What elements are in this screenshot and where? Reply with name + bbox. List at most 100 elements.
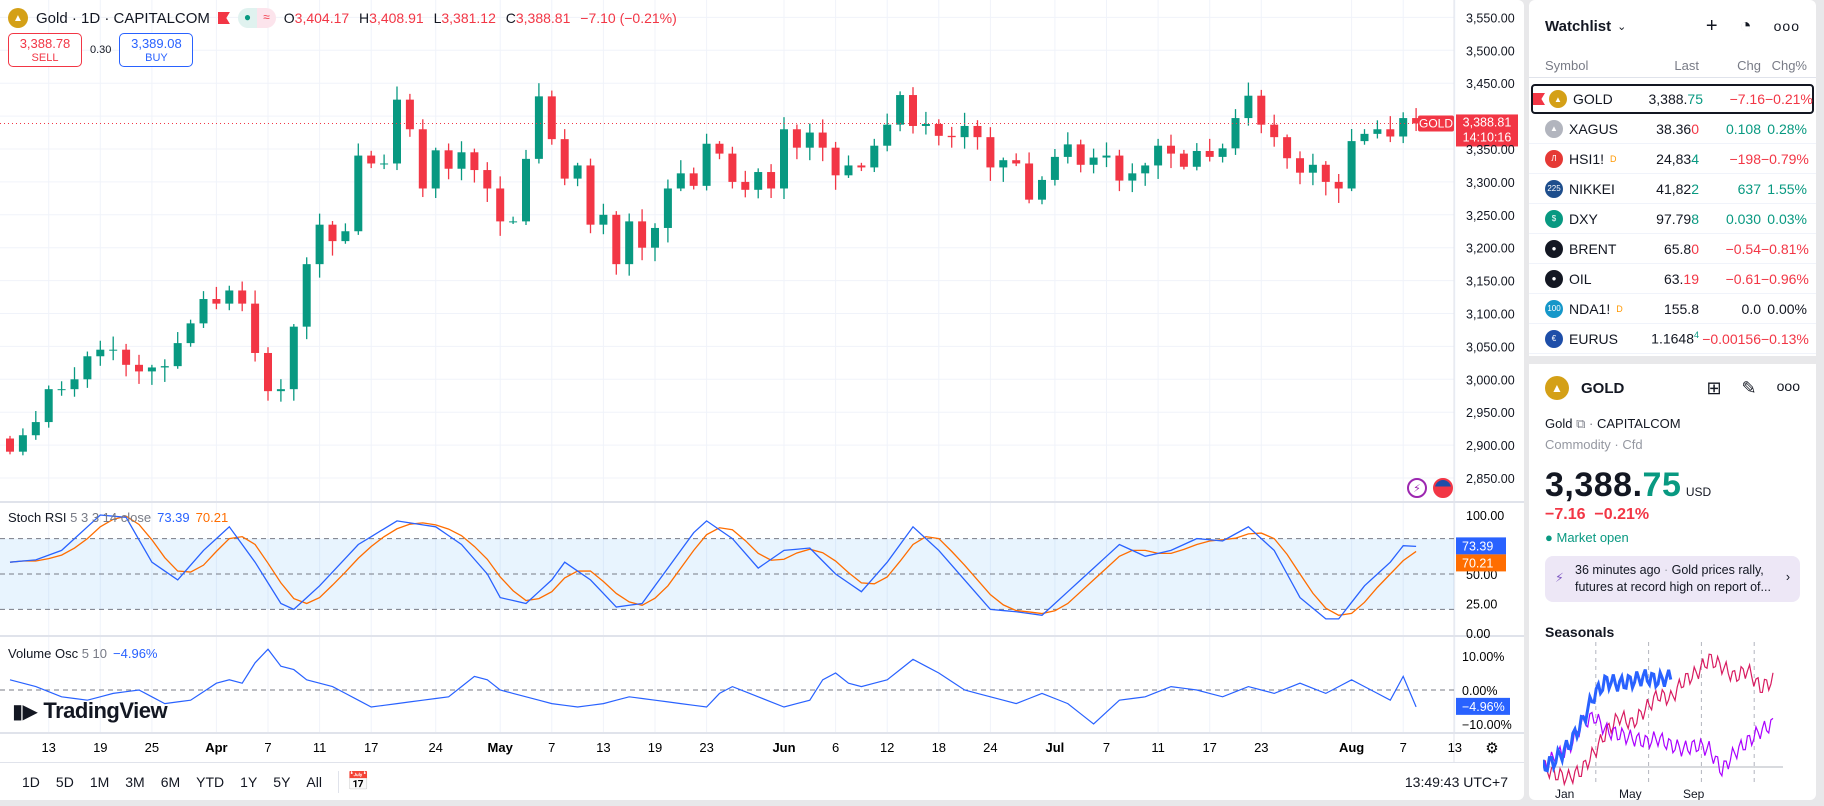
candle-body (780, 129, 788, 189)
candle-body (1257, 95, 1266, 125)
candle-body (960, 125, 969, 138)
candle-body (147, 367, 156, 372)
watchlist-title[interactable]: Watchlist (1545, 17, 1612, 35)
delayed-icon: ≈ (257, 8, 276, 28)
candle (1244, 82, 1253, 126)
candle (1308, 153, 1317, 186)
grid-icon[interactable]: ⊞ (1706, 377, 1722, 398)
time-tick: 24 (983, 740, 997, 755)
sell-button[interactable]: 3,388.78 SELL (8, 33, 82, 67)
candle-body (393, 99, 401, 164)
candle-body (31, 422, 40, 436)
price-tick: 3,550.00 (1466, 11, 1515, 25)
news-headline[interactable]: ⚡ 36 minutes ago · Gold prices rally, fu… (1545, 556, 1800, 602)
range-3m[interactable]: 3M (125, 773, 145, 790)
candle (470, 148, 479, 183)
range-1y[interactable]: 1Y (240, 773, 258, 790)
candle (122, 343, 131, 377)
flag-icon[interactable] (1533, 93, 1545, 105)
lightning-news-icon[interactable]: ⚡ (1407, 478, 1427, 498)
candle-body (1412, 118, 1421, 124)
watchlist-row-nda1[interactable]: 100 NDA1! D 155.8 0.0 0.00% (1529, 294, 1816, 324)
detail-name-line: Gold ⧉ · CAPITALCOM (1545, 416, 1681, 431)
watchlist-row-dxy[interactable]: $ DXY 97.798 0.030 0.03% (1529, 204, 1816, 234)
us-flag-event-icon[interactable] (1433, 478, 1453, 498)
watchlist-columns: Symbol Last Chg Chg% (1529, 54, 1816, 78)
symbol-icon: ▲ (1549, 90, 1567, 108)
more-icon[interactable]: ooo (1773, 18, 1800, 34)
more-icon[interactable]: ooo (1776, 377, 1800, 394)
market-status-pill[interactable]: ● ≈ (237, 8, 276, 28)
symbol-icon: 225 (1545, 179, 1563, 198)
candle-body (1360, 133, 1369, 142)
candle (780, 117, 788, 200)
range-all[interactable]: All (306, 773, 322, 790)
row-last: 3,388.75 (1648, 91, 1703, 107)
tv-logo-icon: ▮▶ (12, 700, 38, 723)
chevron-down-icon[interactable]: ⌄ (1617, 20, 1627, 33)
candle (457, 141, 466, 181)
row-chg-pct: 0.00% (1767, 300, 1807, 317)
edit-icon[interactable]: ✎ (1741, 377, 1757, 398)
watchlist-row-xagus[interactable]: ▲ XAGUS 38.360 0.108 0.28% (1529, 114, 1816, 144)
price-tick: 3,250.00 (1466, 209, 1515, 223)
candle-body (702, 143, 711, 186)
col-chg-pct[interactable]: Chg% (1771, 58, 1807, 73)
seasonals-title[interactable]: Seasonals (1545, 624, 1615, 640)
stoch-k-line (9, 514, 1417, 620)
chevron-right-icon: › (1785, 570, 1790, 584)
watchlist-row-brent[interactable]: ● BRENT 65.80 −0.54 −0.81% (1529, 234, 1816, 264)
candle-body (509, 221, 518, 223)
candle-body (625, 221, 634, 265)
watchlist-row-gold[interactable]: ▲ GOLD 3,388.75 −7.16 −0.21% (1531, 84, 1814, 114)
range-5d[interactable]: 5D (55, 773, 74, 790)
candle-body (160, 366, 169, 368)
row-chg: 637 (1737, 180, 1761, 197)
range-6m[interactable]: 6M (160, 773, 181, 790)
stoch-rsi-legend[interactable]: Stoch RSI 5 3 3 14 close 73.39 70.21 (8, 510, 229, 525)
symbol-title[interactable]: Gold · 1D · CAPITALCOM (36, 9, 210, 27)
chart-area[interactable]: GOLD 3,388.81 14:10:16 3,550.00 3,500.00 3,45… (0, 0, 1524, 800)
flag-icon[interactable] (217, 12, 230, 24)
watchlist-row-hsi1[interactable]: Л HSI1! D 24,834 −198 −0.79% (1529, 144, 1816, 174)
external-link-icon[interactable]: ⧉ (1576, 416, 1586, 431)
candle-body (1012, 160, 1021, 164)
volume-osc-legend[interactable]: Volume Osc 5 10 −4.96% (8, 646, 158, 661)
price-tick: 3,350.00 (1466, 143, 1515, 157)
candle-body (612, 214, 621, 265)
detail-name[interactable]: Gold (1545, 416, 1573, 431)
clock[interactable]: 13:49:43 UTC+7 (1404, 774, 1508, 790)
range-ytd[interactable]: YTD (196, 773, 225, 790)
seasonals-chart[interactable]: Jan May Sep (1543, 642, 1803, 800)
time-tick: 23 (699, 740, 713, 755)
candle (160, 359, 169, 382)
candle-body (638, 221, 647, 248)
col-last[interactable]: Last (1674, 58, 1699, 73)
watchlist-row-oil[interactable]: ● OIL 63.19 −0.61 −0.96% (1529, 264, 1816, 294)
candle-body (986, 137, 995, 168)
range-1m[interactable]: 1M (89, 773, 110, 790)
seasonal-x-label: May (1619, 787, 1642, 800)
col-chg[interactable]: Chg (1737, 58, 1761, 73)
candle (1218, 143, 1227, 163)
candle (1063, 132, 1072, 164)
candle (83, 351, 92, 388)
candle-body (599, 214, 608, 225)
range-1d[interactable]: 1D (22, 773, 40, 790)
pie-chart-icon[interactable]: ◔ (1739, 14, 1752, 37)
col-symbol[interactable]: Symbol (1545, 58, 1589, 73)
tradingview-logo[interactable]: ▮▶ TradingView (12, 698, 168, 723)
watchlist-row-nikkei[interactable]: 225 NIKKEI 41,822 637 1.55% (1529, 174, 1816, 204)
detail-symbol: GOLD (1581, 379, 1625, 397)
go-to-date-icon[interactable]: 📅 (346, 771, 370, 791)
detail-exchange[interactable]: CAPITALCOM (1596, 416, 1681, 431)
range-5y[interactable]: 5Y (273, 773, 291, 790)
last-symbol-label: GOLD (1419, 116, 1453, 130)
buy-button[interactable]: 3,389.08 BUY (119, 33, 194, 67)
candle (573, 162, 582, 187)
watchlist-row-eurus[interactable]: € EURUS 1.16484 −0.00156 −0.13% (1529, 324, 1816, 354)
add-symbol-icon[interactable]: + (1705, 14, 1718, 37)
row-chg-pct: −0.13% (1761, 330, 1809, 347)
candle-body (186, 323, 195, 344)
